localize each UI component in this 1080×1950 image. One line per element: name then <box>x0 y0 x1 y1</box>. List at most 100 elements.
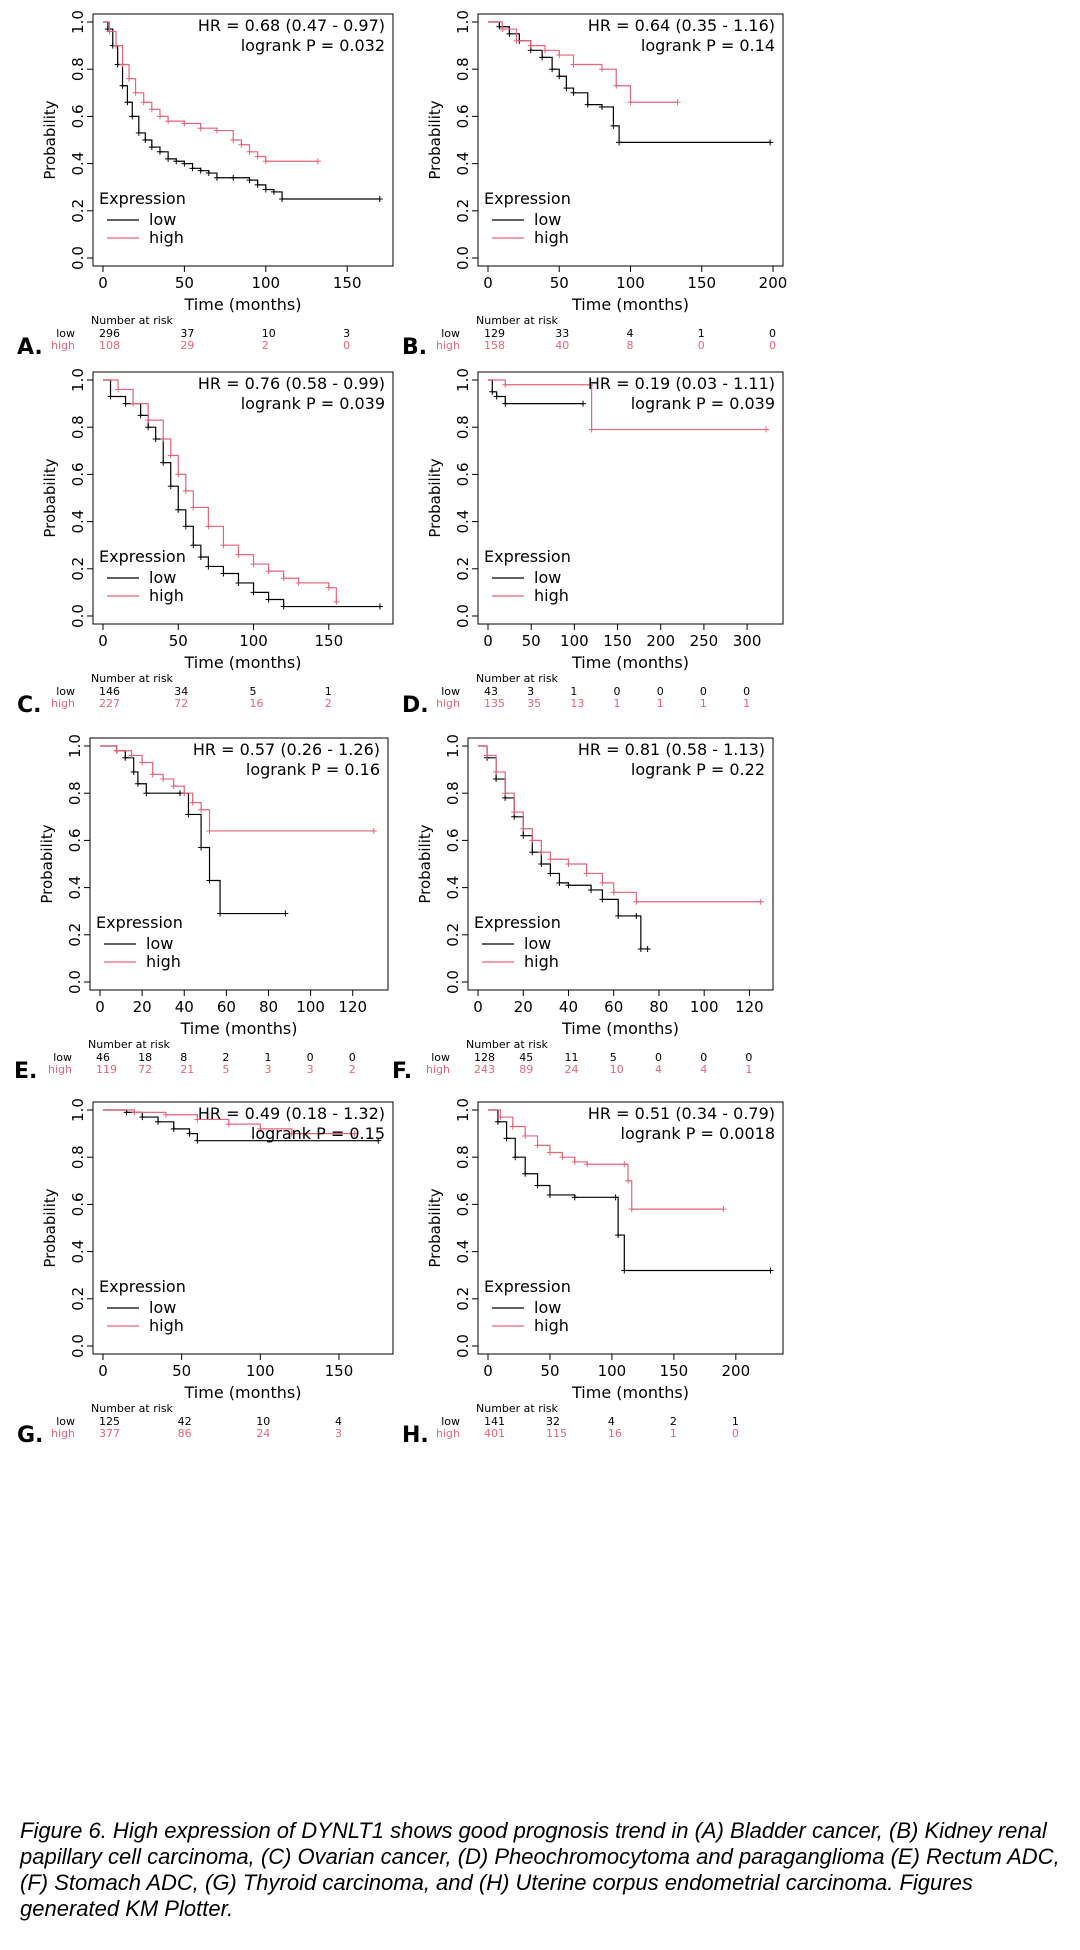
risk-count-low: 43 <box>484 685 498 698</box>
y-tick-label: 1.0 <box>444 734 462 758</box>
censor-mark-high <box>140 99 147 106</box>
legend-label-high: high <box>534 586 569 605</box>
risk-count-high: 10 <box>610 1063 624 1076</box>
x-axis-label: Time (months) <box>184 653 302 672</box>
censor-mark-low <box>173 158 180 165</box>
x-tick-label: 0 <box>483 1362 493 1380</box>
risk-row-label-low: low <box>53 1051 72 1064</box>
x-tick-label: 0 <box>473 998 483 1016</box>
legend-title: Expression <box>484 189 571 208</box>
risk-row-label-low: low <box>56 685 75 698</box>
risk-count-high: 4 <box>655 1063 662 1076</box>
y-tick-label: 0.2 <box>69 199 87 223</box>
plot-frame <box>92 1101 394 1355</box>
censor-mark-low <box>767 1267 774 1274</box>
censor-mark-high <box>621 1161 628 1168</box>
risk-row-label-high: high <box>48 1063 72 1076</box>
censor-mark-high <box>720 1206 727 1213</box>
y-tick-label: 0.6 <box>454 1192 472 1216</box>
censor-mark-low <box>534 1182 541 1189</box>
risk-count-low: 4 <box>335 1415 342 1428</box>
censor-mark-low <box>181 160 188 167</box>
censor-mark-low <box>254 181 261 188</box>
censor-mark-low <box>570 89 577 96</box>
censor-mark-low <box>145 424 152 431</box>
x-tick-label: 150 <box>603 632 632 650</box>
y-tick-label: 0.8 <box>454 1145 472 1169</box>
x-tick-label: 60 <box>217 998 236 1016</box>
risk-count-high: 3 <box>307 1063 314 1076</box>
censor-mark-high <box>610 889 617 896</box>
censor-mark-high <box>246 148 253 155</box>
censor-mark-low <box>565 882 572 889</box>
y-tick-label: 0.4 <box>66 876 84 900</box>
censor-mark-low <box>502 400 509 407</box>
risk-row-label-high: high <box>436 1427 460 1440</box>
x-axis-label: Time (months) <box>561 1019 679 1038</box>
y-tick-label: 0.8 <box>69 57 87 81</box>
risk-count-low: 0 <box>614 685 621 698</box>
risk-count-high: 1 <box>670 1427 677 1440</box>
censor-mark-high <box>499 26 506 33</box>
risk-row-label-high: high <box>51 1427 75 1440</box>
censor-mark-high <box>206 827 213 834</box>
censor-mark-high <box>115 386 122 393</box>
y-axis-label: Probability <box>416 824 434 903</box>
plot-frame <box>92 371 394 625</box>
censor-mark-high <box>628 1206 635 1213</box>
censor-mark-high <box>511 809 518 816</box>
censor-mark-low <box>139 1114 146 1121</box>
censor-mark-low <box>571 1194 578 1201</box>
risk-count-high: 72 <box>174 697 188 710</box>
y-tick-label: 1.0 <box>454 368 472 392</box>
risk-row-label-low: low <box>431 1051 450 1064</box>
legend-label-high: high <box>149 1316 184 1335</box>
risk-count-high: 1 <box>700 697 707 710</box>
censor-mark-high <box>333 598 340 605</box>
censor-mark-low <box>119 82 126 89</box>
survival-curve-low <box>488 21 771 143</box>
legend-label-low: low <box>534 568 561 587</box>
y-tick-label: 0.0 <box>454 1334 472 1358</box>
censor-mark-low <box>493 393 500 400</box>
risk-count-low: 33 <box>555 327 569 340</box>
risk-count-low: 8 <box>180 1051 187 1064</box>
censor-mark-low <box>270 188 277 195</box>
censor-mark-high <box>181 790 188 797</box>
censor-mark-low <box>588 886 595 893</box>
censor-mark-low <box>280 603 287 610</box>
risk-count-low: 3 <box>343 327 350 340</box>
x-tick-label: 40 <box>175 998 194 1016</box>
censor-mark-high <box>599 879 606 886</box>
censor-mark-high <box>288 1130 295 1137</box>
legend-label-high: high <box>149 586 184 605</box>
x-tick-label: 120 <box>338 998 367 1016</box>
censor-mark-high <box>484 752 491 759</box>
censor-mark-low <box>165 155 172 162</box>
x-tick-label: 40 <box>559 998 578 1016</box>
censor-mark-high <box>280 575 287 582</box>
censor-mark-high <box>527 42 534 49</box>
risk-table-title: Number at risk <box>91 314 174 327</box>
censor-mark-high <box>556 52 563 59</box>
risk-count-low: 146 <box>99 685 120 698</box>
survival-curve-high <box>103 379 337 602</box>
legend-label-low: low <box>146 934 173 953</box>
censor-mark-high <box>325 584 332 591</box>
y-tick-label: 0.6 <box>454 462 472 486</box>
logrank-label: logrank P = 0.039 <box>631 394 775 413</box>
panel-letter: A. <box>17 335 43 360</box>
censor-mark-high <box>126 75 133 82</box>
hazard-ratio-label: HR = 0.19 (0.03 - 1.11) <box>588 374 775 393</box>
legend-label-low: low <box>534 210 561 229</box>
risk-count-low: 46 <box>96 1051 110 1064</box>
y-tick-label: 0.0 <box>454 604 472 628</box>
censor-mark-low <box>644 945 651 952</box>
censor-mark-high <box>351 1130 358 1137</box>
y-tick-label: 0.4 <box>69 510 87 534</box>
risk-row-label-low: low <box>441 1415 460 1428</box>
logrank-label: logrank P = 0.15 <box>251 1124 385 1143</box>
risk-count-low: 2 <box>670 1415 677 1428</box>
legend-title: Expression <box>474 913 561 932</box>
